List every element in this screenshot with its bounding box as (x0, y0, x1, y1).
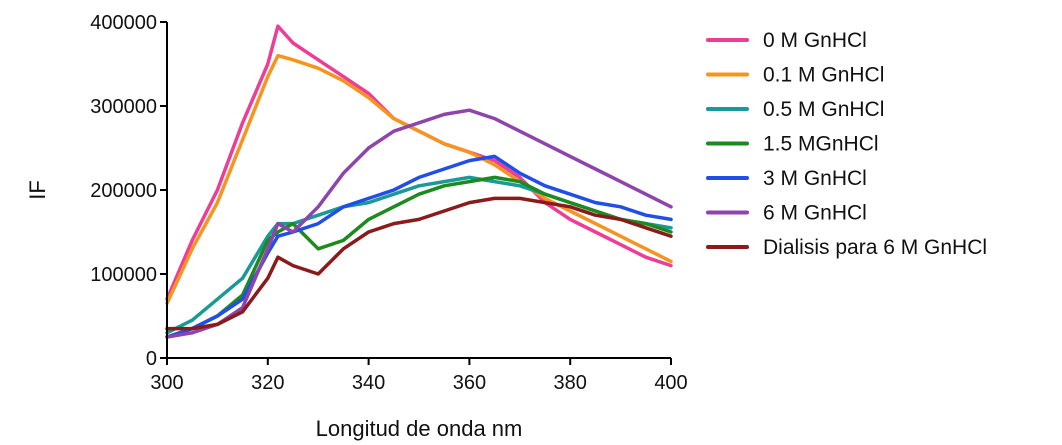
x-tick-label-3: 360 (453, 372, 486, 394)
x-tick-label-4: 380 (554, 372, 587, 394)
y-tick-label-3: 300000 (90, 96, 157, 118)
y-tick-label-2: 200000 (90, 180, 157, 202)
x-axis-title: Longitud de onda nm (316, 416, 523, 441)
plot-area (165, 24, 673, 339)
series-line-0 (165, 24, 673, 301)
x-tick-label-5: 400 (654, 372, 687, 394)
legend-label-4: 3 M GnHCl (763, 167, 867, 190)
y-axis-title: IF (25, 180, 50, 200)
series-line-5 (165, 108, 673, 339)
x-tick-label-0: 300 (150, 372, 183, 394)
series-line-6 (165, 196, 673, 331)
legend-label-0: 0 M GnHCl (763, 29, 867, 52)
series-line-3 (165, 175, 673, 339)
legend-label-6: Dialisis para 6 M GnHCl (763, 236, 987, 259)
legend-label-2: 0.5 M GnHCl (763, 98, 884, 121)
x-tick-label-1: 320 (251, 372, 284, 394)
y-tick-label-0: 0 (146, 348, 157, 370)
legend-label-1: 0.1 M GnHCl (763, 64, 884, 87)
x-tick-label-2: 340 (352, 372, 385, 394)
y-axis: 0 100000 200000 300000 400000 (90, 12, 168, 370)
legend: 0 M GnHCl 0.1 M GnHCl 0.5 M GnHCl 1.5 MGnHC… (706, 29, 987, 259)
y-tick-label-1: 100000 (90, 264, 157, 286)
legend-label-3: 1.5 MGnHCl (763, 133, 879, 156)
legend-label-5: 6 M GnHCl (763, 202, 867, 225)
x-axis: 300 320 340 360 380 400 (150, 357, 688, 394)
series-line-1 (165, 53, 673, 306)
y-tick-label-4: 400000 (90, 12, 157, 34)
